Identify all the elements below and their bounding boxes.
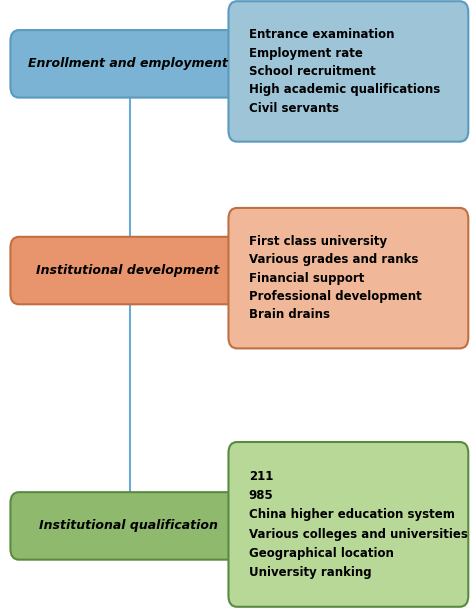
Text: Employment rate: Employment rate — [249, 47, 363, 60]
FancyBboxPatch shape — [10, 492, 246, 559]
Text: Financial support: Financial support — [249, 272, 364, 285]
Text: Entrance examination: Entrance examination — [249, 28, 394, 41]
Text: 985: 985 — [249, 489, 273, 502]
Text: Brain drains: Brain drains — [249, 308, 330, 322]
FancyBboxPatch shape — [228, 442, 468, 607]
Text: Institutional development: Institutional development — [36, 264, 219, 277]
Text: High academic qualifications: High academic qualifications — [249, 83, 440, 96]
Text: 211: 211 — [249, 469, 273, 483]
Text: Various colleges and universities: Various colleges and universities — [249, 528, 468, 541]
Text: School recruitment: School recruitment — [249, 65, 375, 78]
Text: Professional development: Professional development — [249, 290, 421, 303]
Text: Civil servants: Civil servants — [249, 102, 339, 115]
FancyBboxPatch shape — [10, 30, 246, 98]
Text: University ranking: University ranking — [249, 566, 372, 579]
Text: Geographical location: Geographical location — [249, 547, 394, 560]
FancyBboxPatch shape — [10, 237, 246, 304]
Text: Various grades and ranks: Various grades and ranks — [249, 254, 418, 266]
Text: Institutional qualification: Institutional qualification — [38, 519, 218, 533]
Text: First class university: First class university — [249, 235, 387, 248]
FancyBboxPatch shape — [228, 1, 468, 142]
Text: Enrollment and employment: Enrollment and employment — [28, 57, 228, 71]
FancyBboxPatch shape — [228, 208, 468, 348]
Text: China higher education system: China higher education system — [249, 508, 455, 521]
